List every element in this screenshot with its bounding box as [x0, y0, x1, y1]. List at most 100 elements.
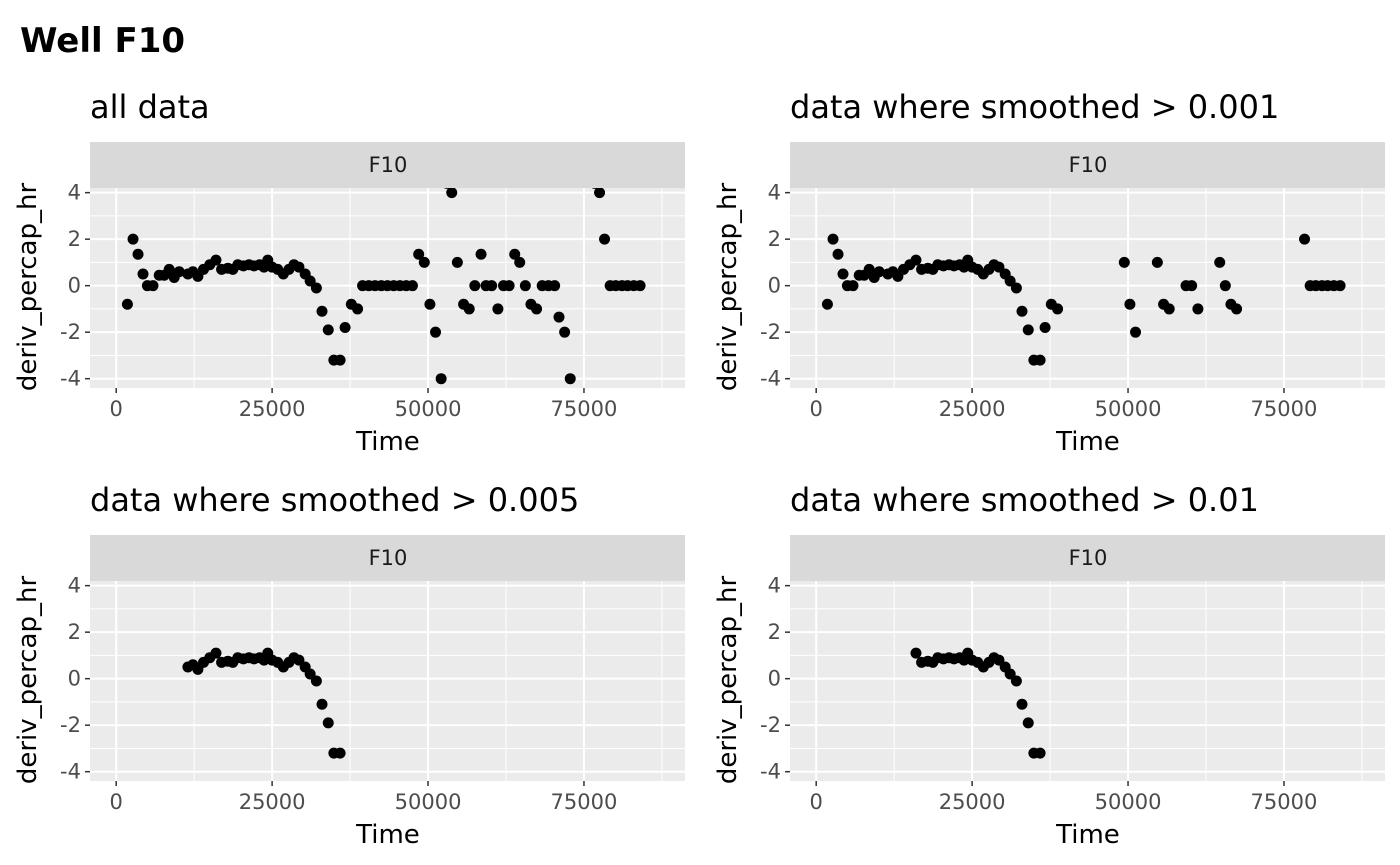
data-point: [486, 280, 498, 292]
data-point: [910, 254, 922, 266]
data-point: [1124, 298, 1136, 310]
data-point: [334, 747, 346, 759]
data-point: [463, 303, 475, 315]
y-axis-title: deriv_percap_hr: [713, 183, 743, 392]
y-tick-label: 2: [768, 227, 781, 251]
data-point: [418, 256, 430, 268]
data-point: [1052, 303, 1064, 315]
x-tick-label: 75000: [1251, 790, 1318, 814]
data-point: [163, 263, 175, 275]
data-point: [137, 268, 149, 280]
y-axis-title: deriv_percap_hr: [13, 183, 43, 392]
data-point: [1034, 747, 1046, 759]
x-tick-label: 25000: [239, 397, 306, 421]
x-tick-label: 0: [110, 790, 123, 814]
data-point: [1016, 305, 1028, 317]
facet-strip: [790, 535, 1385, 581]
x-axis-title: Time: [1055, 820, 1120, 850]
data-point: [316, 305, 328, 317]
data-point: [1039, 322, 1051, 334]
x-tick-label: 50000: [395, 790, 462, 814]
data-point: [121, 298, 133, 310]
y-tick-label: 4: [68, 181, 81, 205]
data-point: [1163, 303, 1175, 315]
data-point: [334, 354, 346, 366]
y-tick-label: 2: [68, 620, 81, 644]
data-point: [1192, 303, 1204, 315]
data-point: [1016, 698, 1028, 710]
y-tick-label: -2: [760, 713, 781, 737]
panel-title: all data: [90, 88, 210, 126]
data-point: [132, 248, 144, 260]
data-point: [352, 303, 364, 315]
y-tick-label: 4: [768, 574, 781, 598]
data-point: [910, 647, 922, 659]
data-point: [1022, 324, 1034, 336]
data-point: [1186, 280, 1198, 292]
y-tick-label: -2: [760, 320, 781, 344]
data-point: [873, 266, 885, 278]
data-point: [1334, 280, 1346, 292]
data-point: [832, 248, 844, 260]
data-point: [424, 298, 436, 310]
x-tick-label: 25000: [239, 790, 306, 814]
plot-background: [790, 188, 1385, 388]
x-axis-title: Time: [1055, 427, 1120, 457]
plot-background: [90, 581, 685, 781]
x-axis-title: Time: [355, 427, 420, 457]
data-point: [475, 248, 487, 260]
facet-strip-label: F10: [1069, 546, 1108, 570]
data-point: [863, 263, 875, 275]
data-point: [837, 268, 849, 280]
data-point: [322, 717, 334, 729]
y-tick-label: 4: [768, 181, 781, 205]
y-axis-title: deriv_percap_hr: [13, 576, 43, 785]
data-point: [1022, 717, 1034, 729]
facet-strip: [790, 142, 1385, 188]
panel-title: data where smoothed > 0.005: [90, 481, 579, 519]
data-point: [564, 373, 576, 385]
data-point: [435, 373, 447, 385]
data-point: [1130, 326, 1142, 338]
data-point: [847, 280, 859, 292]
data-point: [451, 256, 463, 268]
y-tick-label: -2: [60, 320, 81, 344]
data-points: [182, 647, 346, 759]
data-points: [910, 647, 1046, 759]
data-points: [821, 233, 1346, 366]
panel-smoothed-0-001: 0 25000 50000 75000 -4 -2 0 2 4 data where smoot…: [713, 88, 1385, 457]
y-tick-label: 4: [68, 574, 81, 598]
data-point: [310, 282, 322, 294]
data-point: [594, 188, 606, 199]
x-tick-label: 0: [110, 397, 123, 421]
data-point: [210, 254, 222, 266]
data-point: [821, 298, 833, 310]
x-tick-label: 75000: [1251, 397, 1318, 421]
data-point: [430, 326, 442, 338]
x-axis-title: Time: [355, 820, 420, 850]
data-point: [634, 280, 646, 292]
facet-strip-label: F10: [369, 546, 408, 570]
data-point: [127, 233, 139, 245]
data-point: [827, 233, 839, 245]
data-point: [147, 280, 159, 292]
y-tick-label: -4: [760, 367, 781, 391]
data-point: [559, 326, 571, 338]
data-point: [1151, 256, 1163, 268]
facet-strip-label: F10: [369, 153, 408, 177]
facet-strip-label: F10: [1069, 153, 1108, 177]
data-point: [519, 280, 531, 292]
data-point: [210, 647, 222, 659]
data-point: [509, 248, 521, 260]
y-tick-label: 0: [768, 667, 781, 691]
x-tick-label: 0: [810, 397, 823, 421]
data-point: [1118, 256, 1130, 268]
data-point: [553, 311, 565, 323]
y-tick-label: 2: [68, 227, 81, 251]
y-tick-label: 0: [768, 274, 781, 298]
y-tick-label: -4: [60, 760, 81, 784]
data-point: [316, 698, 328, 710]
y-tick-label: -2: [60, 713, 81, 737]
data-point: [599, 233, 611, 245]
